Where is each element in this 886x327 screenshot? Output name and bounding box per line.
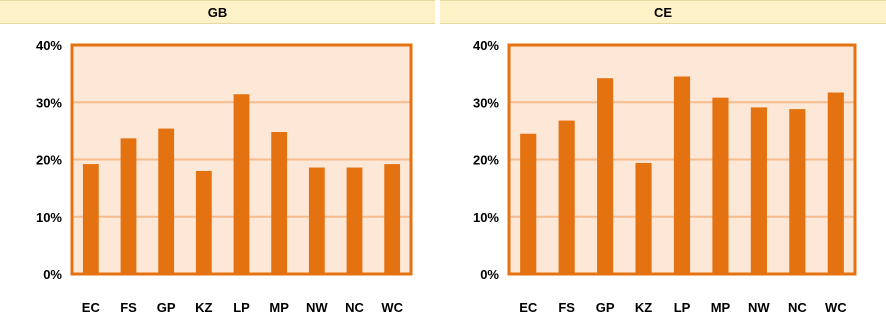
x-tick-label-gb-fs: FS bbox=[120, 300, 137, 315]
y-tick-label-ce-1: 10% bbox=[473, 210, 499, 225]
x-tick-label-gb-lp: LP bbox=[233, 300, 250, 315]
y-tick-label-gb-4: 40% bbox=[36, 38, 62, 53]
x-tick-label-gb-nc: NC bbox=[345, 300, 364, 315]
bar-ce-nc bbox=[789, 109, 806, 275]
y-tick-label-gb-2: 20% bbox=[36, 153, 62, 168]
bar-ce-gp bbox=[597, 78, 614, 274]
x-tick-label-ce-lp: LP bbox=[674, 300, 691, 315]
y-tick-label-ce-0: 0% bbox=[480, 267, 499, 282]
y-tick-label-gb-3: 30% bbox=[36, 95, 62, 110]
chart-title-gb: GB bbox=[0, 0, 435, 24]
bar-ce-nw bbox=[750, 107, 767, 274]
bar-gb-nw bbox=[308, 167, 325, 274]
x-tick-label-ce-wc: WC bbox=[825, 300, 847, 315]
bar-gb-lp bbox=[233, 94, 250, 274]
x-tick-label-ce-fs: FS bbox=[558, 300, 575, 315]
bar-gb-fs bbox=[120, 138, 137, 274]
bar-gb-ec bbox=[82, 164, 99, 274]
y-tick-label-gb-0: 0% bbox=[43, 267, 62, 282]
y-tick-label-gb-1: 10% bbox=[36, 210, 62, 225]
x-tick-label-gb-ec: EC bbox=[82, 300, 101, 315]
bar-chart-gb: 0% 10% 20% 30% 40% EC FS GP KZ LP MP NW NC WC bbox=[36, 38, 413, 315]
x-tick-label-gb-wc: WC bbox=[381, 300, 403, 315]
bar-gb-mp bbox=[271, 132, 288, 274]
x-tick-label-gb-kz: KZ bbox=[195, 300, 212, 315]
y-tick-label-ce-2: 20% bbox=[473, 153, 499, 168]
x-tick-label-ce-gp: GP bbox=[596, 300, 615, 315]
bar-chart-ce: 0% 10% 20% 30% 40% EC FS GP KZ LP MP NW NC WC bbox=[473, 38, 857, 315]
x-tick-label-ce-nw: NW bbox=[748, 300, 770, 315]
bar-ce-wc bbox=[827, 92, 844, 274]
y-tick-label-ce-3: 30% bbox=[473, 95, 499, 110]
bar-gb-gp bbox=[158, 128, 175, 274]
bar-ce-ec bbox=[520, 133, 537, 274]
bar-gb-nc bbox=[346, 167, 363, 274]
x-tick-label-gb-nw: NW bbox=[306, 300, 328, 315]
x-tick-label-ce-ec: EC bbox=[519, 300, 538, 315]
x-tick-label-ce-nc: NC bbox=[788, 300, 807, 315]
bar-ce-lp bbox=[673, 76, 691, 274]
chart-title-ce: CE bbox=[440, 0, 886, 24]
y-tick-label-ce-4: 40% bbox=[473, 38, 499, 53]
bar-gb-wc bbox=[384, 164, 401, 274]
bar-ce-mp bbox=[712, 97, 729, 274]
x-tick-label-gb-gp: GP bbox=[157, 300, 176, 315]
x-tick-label-ce-kz: KZ bbox=[635, 300, 652, 315]
bar-ce-fs bbox=[558, 120, 575, 274]
x-tick-label-gb-mp: MP bbox=[269, 300, 289, 315]
bar-gb-kz bbox=[195, 170, 212, 274]
x-tick-label-ce-mp: MP bbox=[711, 300, 731, 315]
bar-ce-kz bbox=[635, 162, 652, 274]
